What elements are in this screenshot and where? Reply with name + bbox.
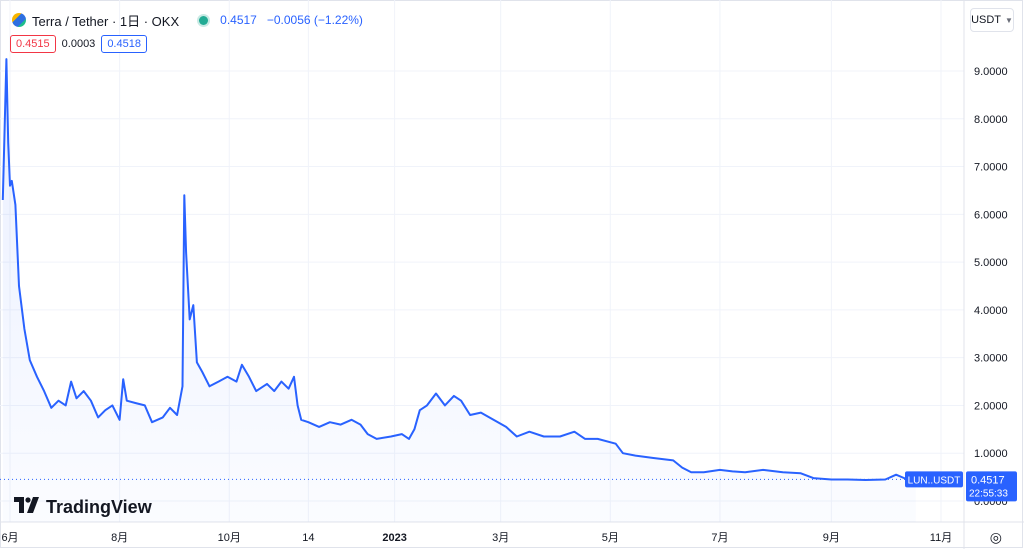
settings-icon[interactable]: ◎: [989, 529, 1002, 545]
tradingview-logo-icon: [14, 496, 40, 519]
ticker-label-box: [905, 471, 963, 488]
symbol-legend: Terra / Tether · 1日 · OKX 0.4517 −0.0056…: [12, 10, 367, 30]
price-change: −0.0056 (−1.22%): [266, 13, 363, 27]
y-tick-label: 8.0000: [974, 114, 1008, 126]
currency-label: USDT: [971, 14, 1002, 26]
bar-countdown: 22:55:33: [969, 488, 1008, 499]
sell-price-button[interactable]: 0.4515: [10, 35, 56, 53]
spread-value: 0.0003: [61, 38, 96, 50]
last-price: 0.4517: [220, 13, 257, 27]
y-tick-label: 6.0000: [974, 209, 1008, 221]
x-tick-label: 5月: [602, 532, 619, 544]
terra-coin-icon: [12, 13, 26, 27]
x-tick-label: 11月: [930, 532, 952, 544]
tradingview-logo[interactable]: TradingView: [14, 496, 152, 519]
bid-ask-row: 0.4515 0.0003 0.4518: [10, 35, 147, 53]
last-price-axis-label: [966, 471, 1017, 502]
x-tick-label: 10月: [218, 532, 241, 544]
symbol-title[interactable]: Terra / Tether · 1日 · OKX: [32, 13, 180, 29]
tradingview-wordmark: TradingView: [46, 497, 152, 517]
y-tick-label: 1.0000: [974, 448, 1008, 460]
y-tick-label: 2.0000: [974, 400, 1008, 412]
currency-selector[interactable]: USDT ▼: [970, 8, 1014, 32]
x-tick-label: 14: [302, 532, 314, 544]
y-tick-label: 3.0000: [974, 353, 1008, 365]
x-tick-label: 6月: [1, 532, 18, 544]
x-tick-label: 3月: [492, 532, 509, 544]
ticker-label: LUN..USDT: [908, 475, 961, 486]
x-tick-label: 8月: [111, 532, 128, 544]
buy-price-button[interactable]: 0.4518: [101, 35, 147, 53]
y-tick-label: 9.0000: [974, 66, 1008, 78]
market-status-icon: [199, 15, 209, 25]
x-tick-label: 2023: [382, 532, 406, 544]
x-tick-label: 9月: [823, 532, 840, 544]
x-tick-label: 7月: [711, 532, 728, 544]
y-tick-label: 4.0000: [974, 305, 1008, 317]
price-area-fill: [2, 59, 916, 522]
last-price-axis-value: 0.4517: [971, 474, 1005, 486]
y-tick-label: 5.0000: [974, 257, 1008, 269]
chevron-down-icon: ▼: [1005, 15, 1013, 25]
y-tick-label: 7.0000: [974, 162, 1008, 174]
price-line: [1, 58, 916, 481]
